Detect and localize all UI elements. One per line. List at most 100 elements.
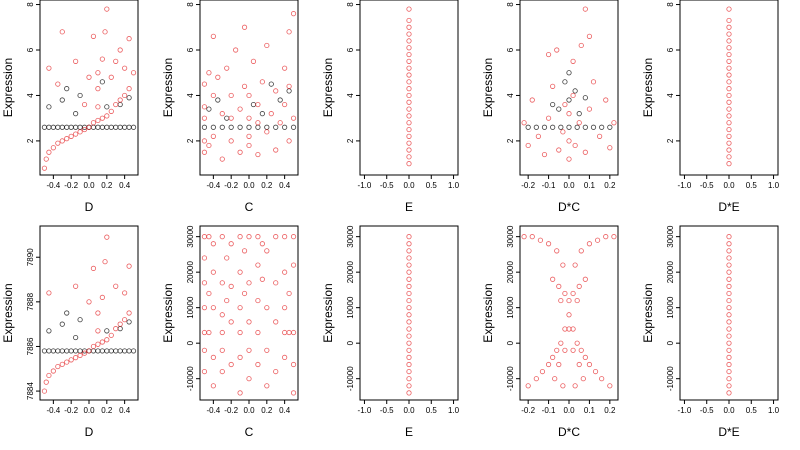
data-point <box>572 88 578 94</box>
data-point <box>102 29 108 35</box>
y-tick-label: 6 <box>186 47 195 52</box>
data-point <box>86 299 92 305</box>
x-tick-label: -0.5 <box>380 406 394 415</box>
data-point <box>582 124 588 130</box>
data-point <box>726 65 732 71</box>
data-point <box>201 81 208 87</box>
x-tick-label: 0.0 <box>403 181 415 190</box>
data-point <box>68 348 74 354</box>
data-point <box>586 33 593 39</box>
data-point <box>726 312 732 318</box>
x-axis-label: D <box>85 200 94 214</box>
data-point <box>246 280 252 286</box>
series-red <box>406 6 412 167</box>
data-point <box>599 376 605 382</box>
data-point <box>590 79 597 85</box>
data-point <box>290 124 297 130</box>
y-tick-label: 8 <box>26 2 35 7</box>
data-point <box>560 262 566 268</box>
data-point <box>597 133 603 139</box>
scatter-panel-9: -0.2 -0.1 0.0 0.1 0.2 -10000 0 10000 20000 30000 D… <box>481 225 619 439</box>
data-point <box>130 348 137 354</box>
data-point <box>406 31 412 37</box>
data-point <box>282 101 288 108</box>
data-point <box>228 283 234 289</box>
data-point <box>726 290 732 297</box>
data-point <box>99 79 105 85</box>
data-point <box>206 106 212 112</box>
data-point <box>273 319 279 325</box>
data-point <box>521 234 527 240</box>
data-point <box>113 283 119 289</box>
plot-frame <box>519 0 619 176</box>
data-point <box>81 350 88 356</box>
x-tick-label: 0.2 <box>261 181 273 190</box>
data-point <box>126 36 132 42</box>
data-point <box>554 347 560 353</box>
data-point <box>726 58 732 64</box>
data-point <box>224 297 230 304</box>
series-red <box>201 11 297 162</box>
data-point <box>95 328 101 334</box>
data-point <box>224 115 230 121</box>
y-tick-label: 4 <box>666 93 675 98</box>
data-point <box>726 51 732 58</box>
data-point <box>268 111 274 117</box>
data-point <box>73 283 79 289</box>
data-point <box>406 92 412 99</box>
data-point <box>406 262 412 268</box>
data-point <box>264 347 270 353</box>
plot-frame <box>519 225 619 401</box>
data-point <box>206 329 212 336</box>
data-point <box>201 115 208 121</box>
data-point <box>726 92 732 99</box>
x-tick-label: 1.0 <box>448 406 460 415</box>
data-point <box>246 115 252 121</box>
data-point <box>210 133 216 139</box>
data-point <box>726 340 732 346</box>
x-tick-label: -0.4 <box>46 181 60 190</box>
scatter-panel-4: -0.2 -0.1 0.0 0.1 0.2 2 4 6 8 D*C Expression <box>481 0 619 214</box>
data-point <box>282 124 288 130</box>
data-point <box>726 354 732 360</box>
data-point <box>206 290 212 297</box>
data-point <box>95 310 101 316</box>
data-point <box>574 124 580 130</box>
data-point <box>582 95 588 101</box>
y-axis-label: Expression <box>481 58 495 117</box>
data-point <box>73 124 79 130</box>
data-point <box>406 283 412 289</box>
data-point <box>246 319 252 325</box>
data-point <box>582 276 588 282</box>
data-point <box>50 124 56 130</box>
data-point <box>726 326 732 332</box>
data-point <box>104 104 110 110</box>
data-point <box>228 319 234 325</box>
x-tick-label: 0.0 <box>83 406 95 415</box>
data-point <box>108 332 114 338</box>
y-tick-label: 0 <box>506 340 515 345</box>
y-tick-label: 8 <box>506 2 515 7</box>
x-tick-label: 1.0 <box>448 181 460 190</box>
data-point <box>255 297 261 304</box>
data-point <box>406 38 412 44</box>
data-point <box>237 106 243 112</box>
data-point <box>406 333 412 339</box>
data-point <box>545 361 552 368</box>
data-point <box>264 129 270 135</box>
data-point <box>406 319 412 325</box>
data-point <box>108 124 114 130</box>
data-point <box>104 234 110 240</box>
y-tick-label: 10000 <box>666 296 675 319</box>
data-point <box>290 390 297 396</box>
data-point <box>219 312 225 318</box>
data-point <box>726 241 732 247</box>
y-tick-label: -10000 <box>506 366 515 391</box>
data-point <box>282 354 288 360</box>
data-point <box>206 142 212 149</box>
x-tick-label: -1.0 <box>678 406 692 415</box>
data-point <box>264 305 270 311</box>
x-tick-label: -0.2 <box>224 406 238 415</box>
data-point <box>228 92 234 99</box>
data-point <box>556 147 562 153</box>
